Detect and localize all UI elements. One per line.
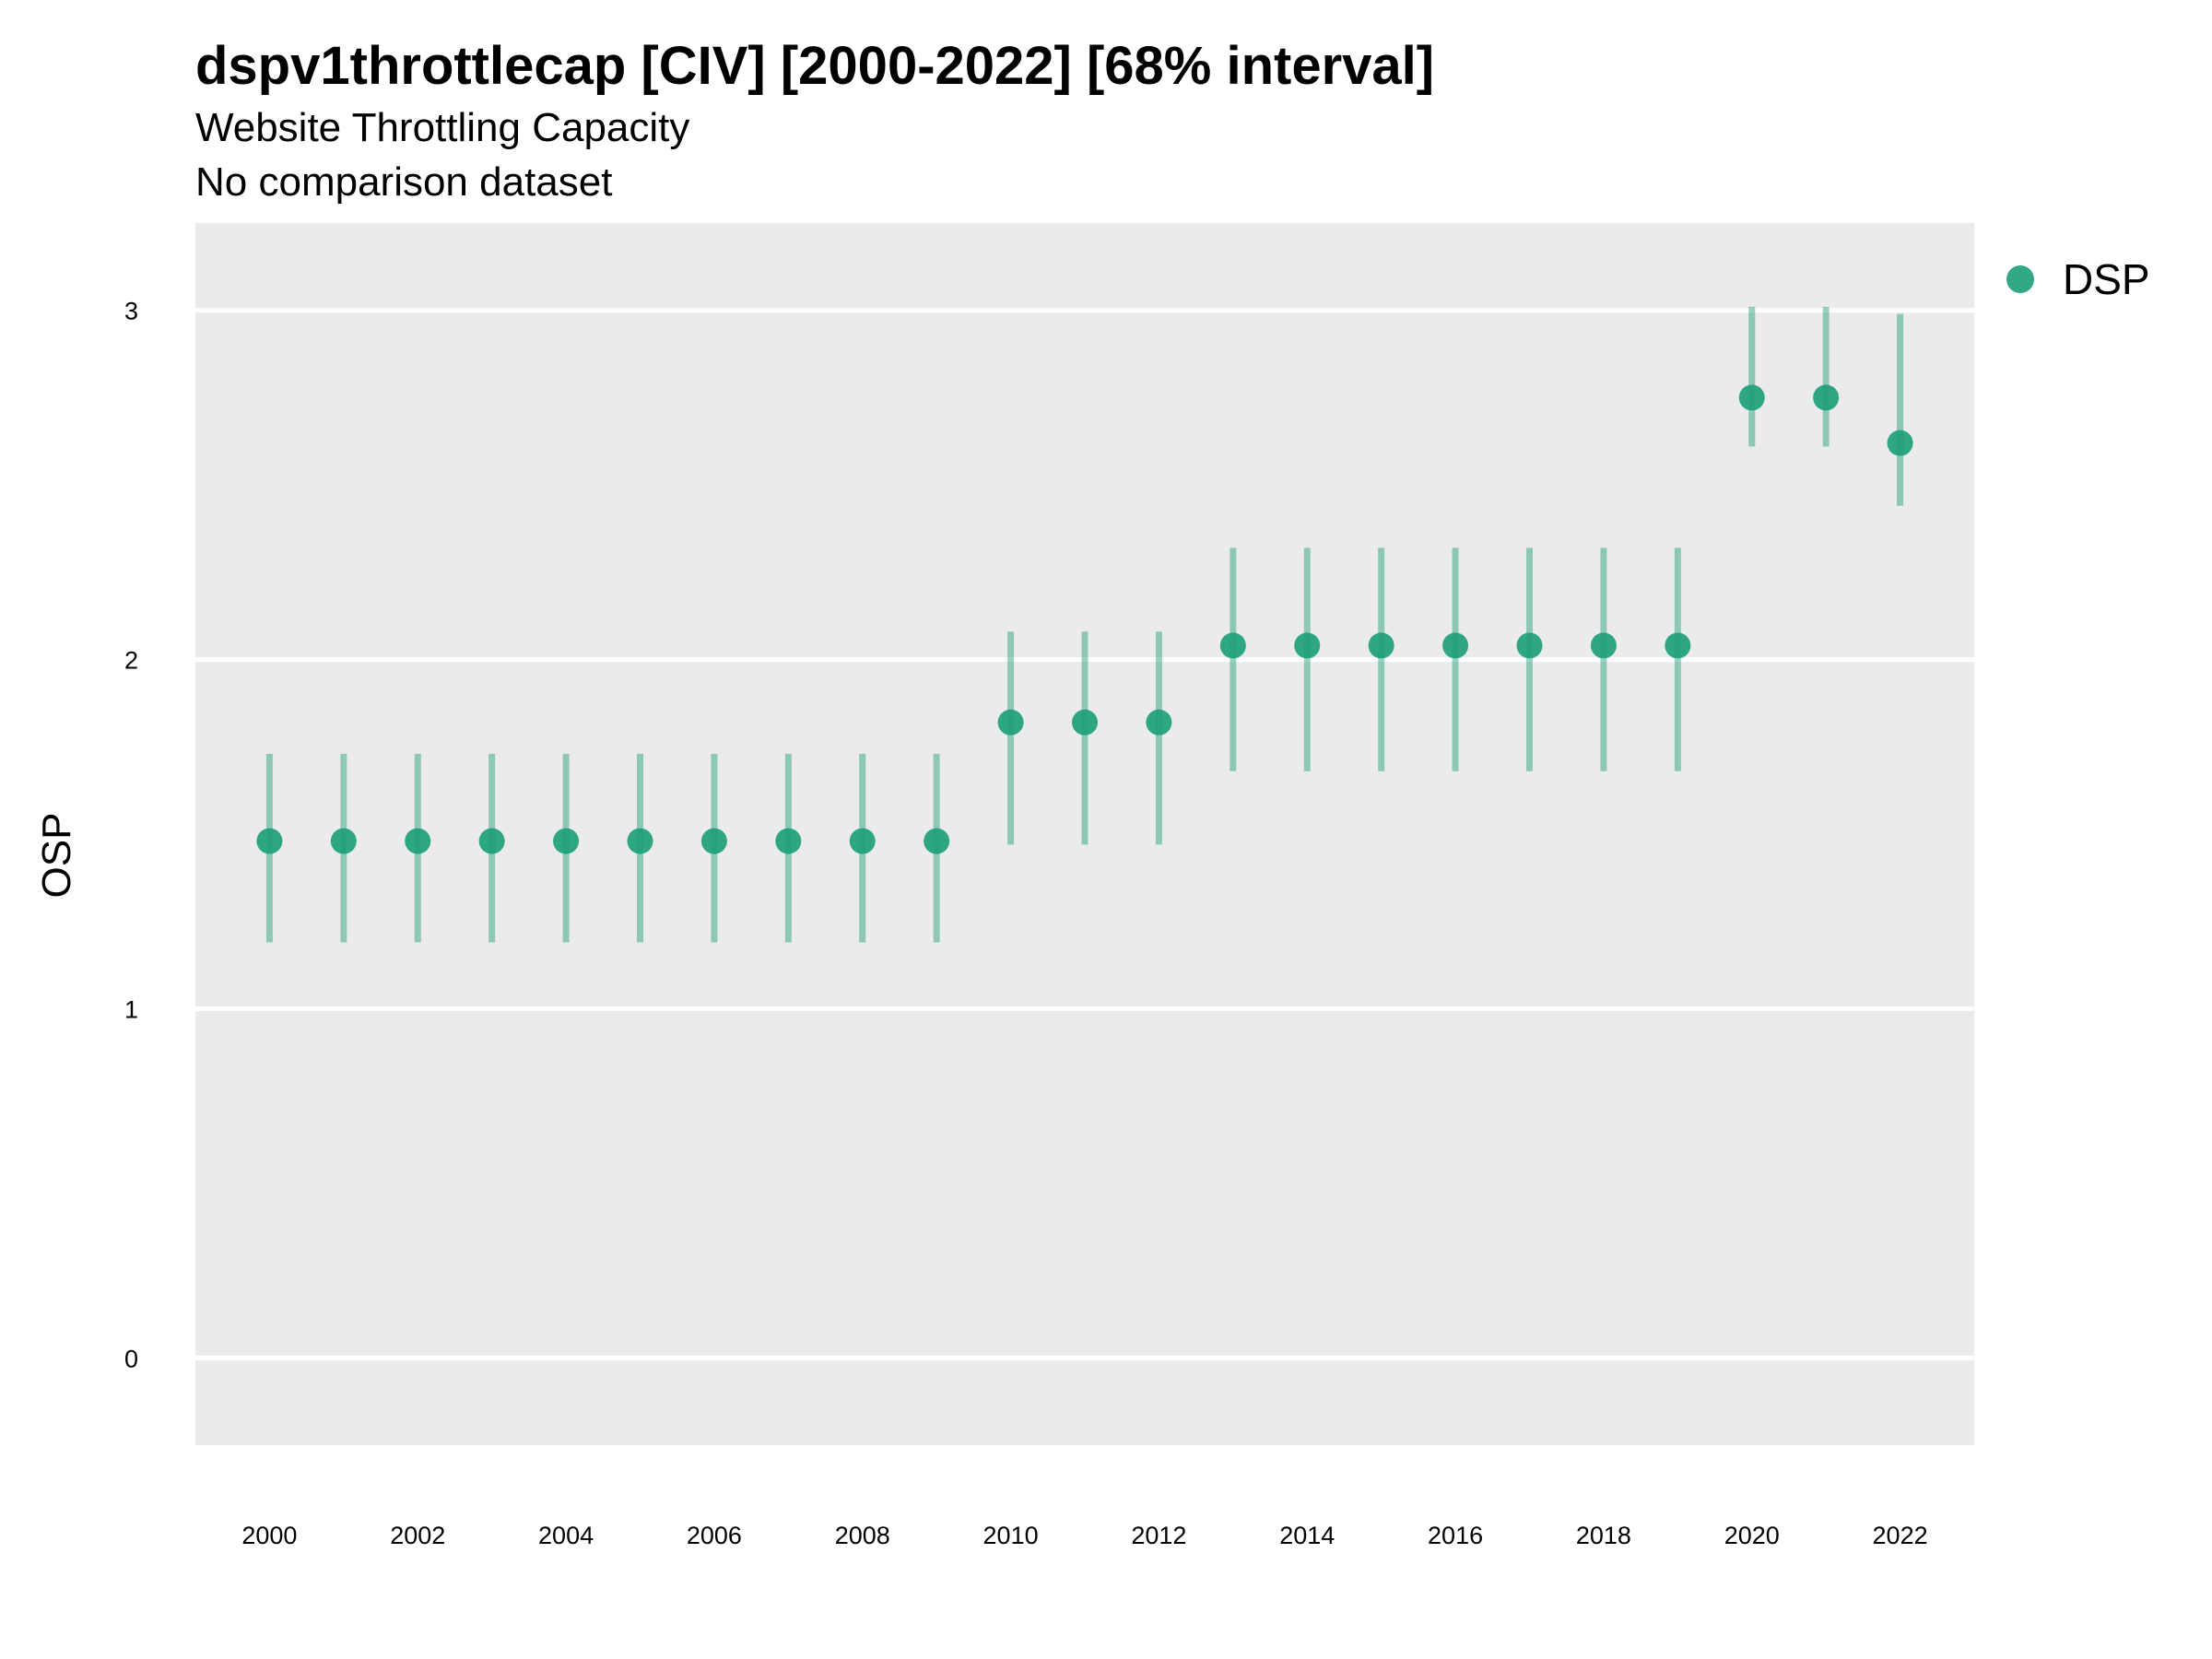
x-tick-label: 2000 xyxy=(241,1522,297,1549)
data-point xyxy=(553,828,580,854)
chart-title: dspv1throttlecap [CIV] [2000-2022] [68% … xyxy=(195,36,1435,96)
legend-dsp-label: DSP xyxy=(2063,255,2150,303)
x-tick-labels: 2000 2002 2004 2006 2008 2010 2012 2014 2016 2018… xyxy=(241,1522,1927,1549)
data-point xyxy=(478,828,505,854)
data-point xyxy=(1368,632,1394,659)
data-point xyxy=(924,828,950,854)
data-point xyxy=(1665,632,1691,659)
grid-lines xyxy=(195,308,1974,1360)
data-point xyxy=(1442,632,1469,659)
x-tick-label: 2018 xyxy=(1576,1522,1631,1549)
data-point xyxy=(405,828,431,854)
data-point xyxy=(627,828,653,854)
data-point xyxy=(1146,709,1172,735)
y-axis-label: OSP xyxy=(34,813,79,899)
data-points xyxy=(256,384,1913,854)
data-point xyxy=(1072,709,1098,735)
data-point xyxy=(1219,632,1246,659)
legend-dsp-marker xyxy=(2006,265,2034,293)
data-point xyxy=(1887,429,1913,456)
x-tick-label: 2010 xyxy=(983,1522,1039,1549)
data-point xyxy=(330,828,357,854)
x-tick-label: 2002 xyxy=(390,1522,445,1549)
x-tick-label: 2008 xyxy=(835,1522,890,1549)
x-tick-label: 2004 xyxy=(538,1522,594,1549)
chart-subtitle-comparison: No comparison dataset xyxy=(195,159,613,205)
data-point xyxy=(700,828,727,854)
data-point xyxy=(1738,384,1765,411)
x-tick-label: 2014 xyxy=(1279,1522,1335,1549)
x-tick-label: 2022 xyxy=(1873,1522,1928,1549)
x-tick-label: 2020 xyxy=(1724,1522,1780,1549)
x-tick-label: 2012 xyxy=(1131,1522,1186,1549)
chart-subtitle: Website Throttling Capacity xyxy=(195,105,690,150)
data-point xyxy=(256,828,283,854)
y-tick-label: 0 xyxy=(124,1345,138,1372)
y-tick-label: 1 xyxy=(124,995,138,1023)
data-point xyxy=(1516,632,1543,659)
data-point xyxy=(997,709,1024,735)
data-point xyxy=(1590,632,1617,659)
x-tick-label: 2006 xyxy=(687,1522,742,1549)
x-tick-label: 2016 xyxy=(1428,1522,1483,1549)
y-tick-label: 2 xyxy=(124,647,138,675)
data-point xyxy=(1294,632,1321,659)
data-point xyxy=(849,828,876,854)
y-tick-labels: 0 1 2 3 xyxy=(124,298,138,1373)
legend: DSP xyxy=(2006,255,2150,303)
data-point xyxy=(1813,384,1840,411)
y-tick-label: 3 xyxy=(124,298,138,325)
data-point xyxy=(775,828,802,854)
